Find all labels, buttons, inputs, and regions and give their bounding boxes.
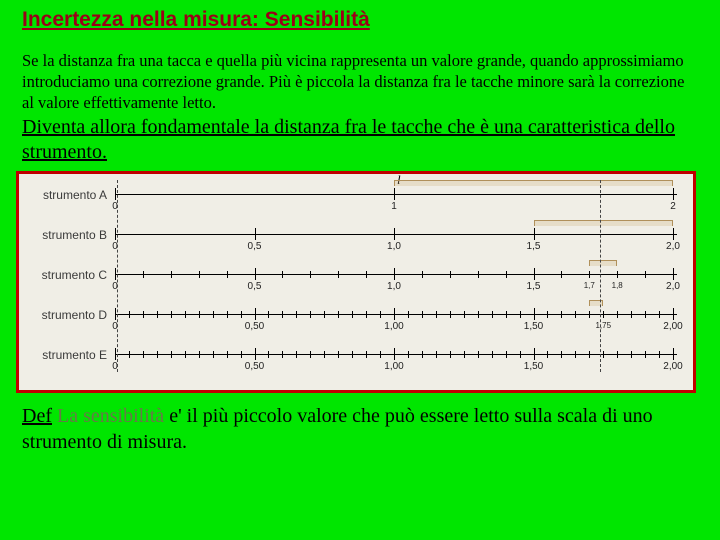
uncertainty-bracket <box>589 260 617 266</box>
ruler-label: strumento A <box>25 184 115 202</box>
paragraph-2: Diventa allora fondamentale la distanza … <box>22 115 698 165</box>
ruler-row: strumento C00,51,01,52,01,71,8 <box>25 264 687 304</box>
measured-line-end <box>600 180 601 372</box>
ruler-row: strumento D00,501,001,502,001,75 <box>25 304 687 344</box>
def-term: La sensibilità <box>52 405 169 427</box>
measured-line-start <box>117 180 118 372</box>
ruler-scale: 00,51,01,52,01,71,8 <box>115 264 687 304</box>
uncertainty-bracket <box>394 180 673 186</box>
ruler-diagram: l strumento A012strumento B00,51,01,52,0… <box>16 171 696 393</box>
ruler-label: strumento D <box>25 304 115 322</box>
ruler-scale: 00,501,001,502,00 <box>115 344 687 384</box>
ruler-scale: 00,51,01,52,0 <box>115 224 687 264</box>
ruler-row: strumento B00,51,01,52,0 <box>25 224 687 264</box>
ruler-scale: 012 <box>115 184 687 224</box>
paragraph-1: Se la distanza fra una tacca e quella pi… <box>22 50 698 113</box>
ruler-label: strumento E <box>25 344 115 362</box>
uncertainty-bracket <box>534 220 674 226</box>
ruler-scale: 00,501,001,502,001,75 <box>115 304 687 344</box>
uncertainty-bracket <box>589 300 603 306</box>
ruler-label: strumento B <box>25 224 115 242</box>
ruler-row: strumento A012 <box>25 184 687 224</box>
ruler-label: strumento C <box>25 264 115 282</box>
ruler-row: strumento E00,501,001,502,00 <box>25 344 687 384</box>
page-title: Incertezza nella misura: Sensibilità <box>22 8 698 32</box>
definition: Def La sensibilità e' il più piccolo val… <box>22 403 698 455</box>
def-label: Def <box>22 405 52 427</box>
